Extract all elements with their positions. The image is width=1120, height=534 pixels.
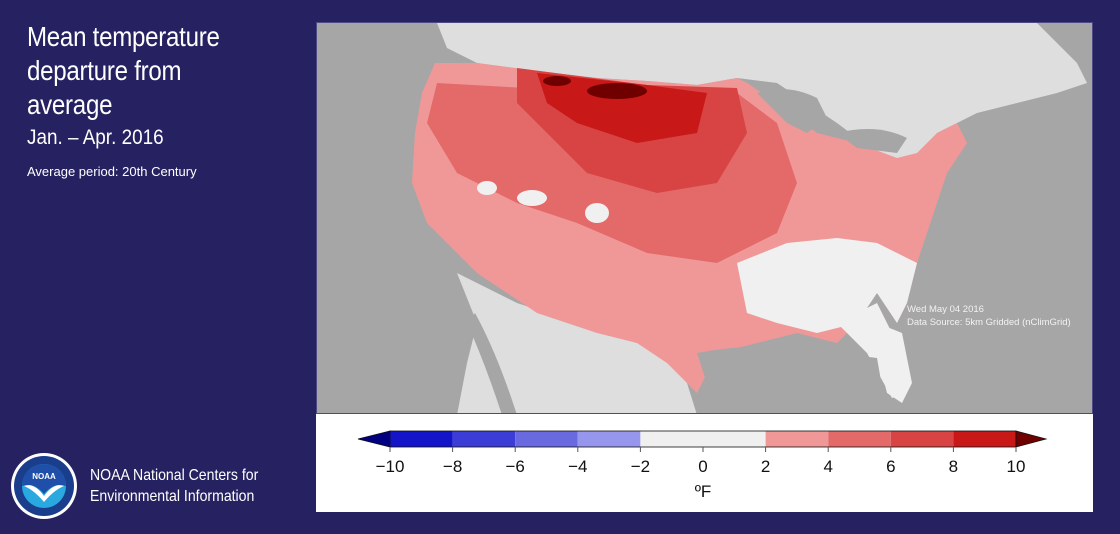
tick-label: −10 <box>375 457 405 476</box>
map-annotation: Wed May 04 2016 Data Source: 5km Gridded… <box>907 303 1071 329</box>
tick-label: −8 <box>442 457 463 476</box>
tick-label: 8 <box>948 457 959 476</box>
svg-text:NOAA: NOAA <box>32 472 56 481</box>
org-name: NOAA National Centers for Environmental … <box>90 465 284 507</box>
mexico-land <box>457 273 697 413</box>
tick-label: 2 <box>760 457 771 476</box>
colorbar-max-arrow <box>1015 430 1048 448</box>
org-line-2: Environmental Information <box>90 488 255 505</box>
tick-label: −2 <box>630 457 651 476</box>
data-source: Data Source: 5km Gridded (nClimGrid) <box>907 317 1071 328</box>
time-period: Jan. – Apr. 2016 <box>27 126 164 149</box>
tick-label: −6 <box>505 457 525 476</box>
colorbar-min-arrow <box>357 430 391 448</box>
noaa-branding: NOAA NOAA National Centers for Environme… <box>10 452 310 520</box>
noaa-logo-icon: NOAA <box>11 453 77 519</box>
temperature-map: Wed May 04 2016 Data Source: 5km Gridded… <box>316 22 1093 414</box>
colorbar <box>357 430 1048 452</box>
legend: −10 −8 −6 −4 −2 0 2 4 6 8 10 ºF <box>316 414 1093 512</box>
date-stamp: Wed May 04 2016 <box>907 304 984 315</box>
org-line-1: NOAA National Centers for <box>90 467 259 484</box>
title-line-2: departure from <box>27 55 182 86</box>
average-period: Average period: 20th Century <box>27 164 197 179</box>
canada-land <box>437 23 1087 163</box>
map-graphic <box>412 23 1087 413</box>
tick-label: 6 <box>886 457 896 476</box>
legend-unit: ºF <box>694 482 712 501</box>
map-title: Mean temperature departure from average <box>27 20 311 122</box>
tick-label: 0 <box>698 457 708 476</box>
tick-label: −4 <box>568 457 588 476</box>
title-block: Mean temperature departure from average … <box>27 20 307 179</box>
tick-label: 10 <box>1006 457 1026 476</box>
title-line-1: Mean temperature <box>27 21 220 52</box>
tick-label: 4 <box>823 457 833 476</box>
title-line-3: average <box>27 89 113 120</box>
